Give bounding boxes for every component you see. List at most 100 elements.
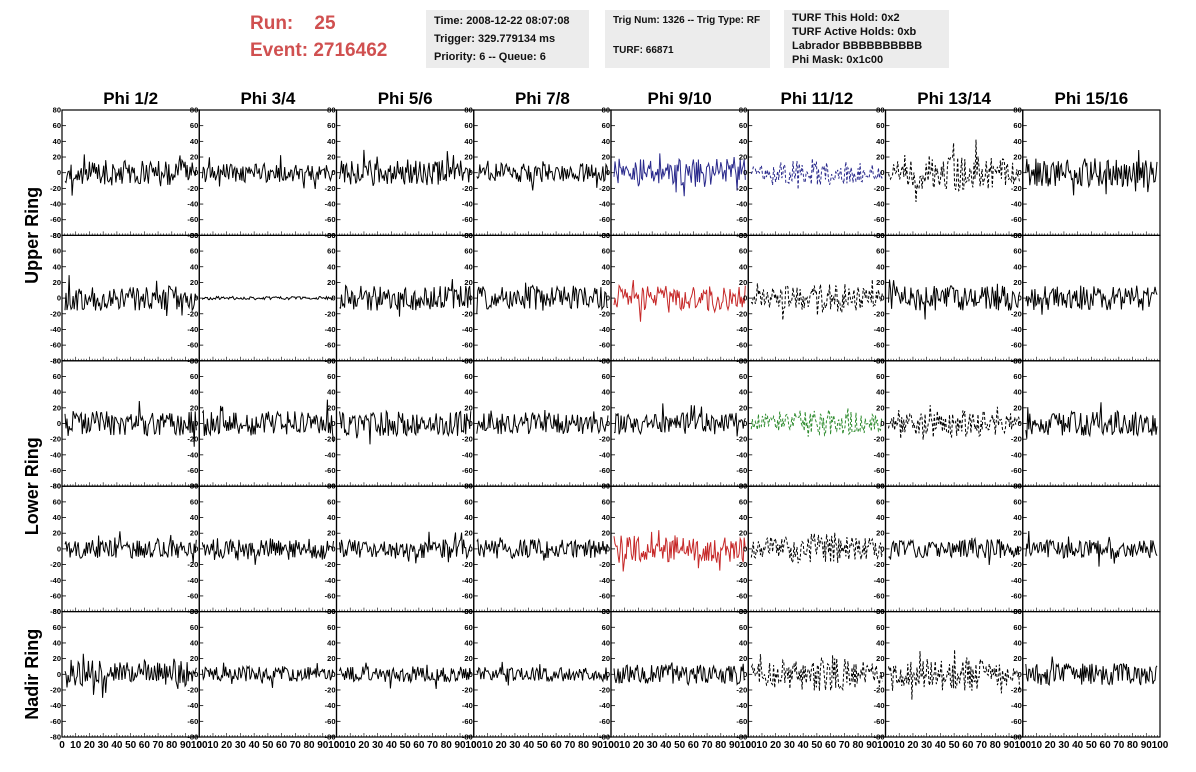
x-tick-label: 60 <box>139 740 151 751</box>
y-tick-label: 20 <box>190 529 198 538</box>
y-tick-label: 40 <box>327 638 335 647</box>
y-tick-label: -40 <box>50 200 61 209</box>
y-tick-label: 20 <box>739 529 747 538</box>
y-tick-label: 40 <box>53 638 61 647</box>
x-tick-label: 20 <box>221 740 233 751</box>
y-tick-label: 60 <box>1013 372 1021 381</box>
x-tick-label: 0 <box>608 740 614 751</box>
y-tick-label: -60 <box>50 215 61 224</box>
y-tick-label: 40 <box>602 638 610 647</box>
y-tick-label: 80 <box>739 231 747 240</box>
y-tick-label: -20 <box>874 309 885 318</box>
panel-frame <box>335 610 475 738</box>
x-tick-label: 40 <box>523 740 535 751</box>
y-tick-label: 0 <box>880 419 884 428</box>
waveform-trace <box>750 654 883 692</box>
y-tick-label: 80 <box>327 106 335 115</box>
waveform-trace <box>64 653 197 698</box>
y-tick-label: 0 <box>331 544 335 553</box>
y-tick-label: 0 <box>331 168 335 177</box>
y-tick-label: 20 <box>464 153 472 162</box>
column-title: Phi 5/6 <box>378 89 433 108</box>
y-tick-label: 80 <box>1013 482 1021 491</box>
y-tick-label: 0 <box>194 294 198 303</box>
y-tick-label: 80 <box>876 356 884 365</box>
y-tick-label: -60 <box>187 591 198 600</box>
y-tick-label: 20 <box>1013 403 1021 412</box>
x-tick-label: 50 <box>1086 740 1098 751</box>
y-tick-label: -40 <box>736 576 747 585</box>
x-tick-label: 30 <box>784 740 796 751</box>
y-tick-label: -60 <box>462 341 473 350</box>
y-tick-label: 40 <box>876 262 884 271</box>
y-tick-label: -20 <box>325 685 336 694</box>
x-tick-label: 50 <box>949 740 961 751</box>
waveform-trace <box>613 153 746 197</box>
trigger-text: Trigger: 329.779134 ms <box>434 33 556 45</box>
y-tick-label: -40 <box>599 325 610 334</box>
y-tick-label: -20 <box>1011 309 1022 318</box>
x-tick-label: 30 <box>1058 740 1070 751</box>
y-tick-label: 40 <box>464 513 472 522</box>
waveform-trace <box>339 662 472 689</box>
x-tick-label: 50 <box>125 740 137 751</box>
y-tick-label: -60 <box>599 591 610 600</box>
x-tick-label: 70 <box>153 740 165 751</box>
column-title: Phi 13/14 <box>917 89 991 108</box>
y-tick-label: -60 <box>187 341 198 350</box>
x-tick-label: 30 <box>235 740 247 751</box>
y-tick-label: -60 <box>874 591 885 600</box>
waveform-trace <box>1025 285 1158 315</box>
y-tick-label: 20 <box>876 529 884 538</box>
waveform-trace <box>201 399 334 443</box>
x-tick-label: 0 <box>196 740 202 751</box>
y-tick-label: -40 <box>325 325 336 334</box>
y-tick-label: 0 <box>880 544 884 553</box>
x-tick-label: 90 <box>592 740 604 751</box>
y-tick-label: 60 <box>190 497 198 506</box>
x-tick-label: 10 <box>207 740 219 751</box>
y-tick-label: 0 <box>1018 670 1022 679</box>
run-value: 25 <box>314 13 336 34</box>
waveform-trace <box>64 400 197 447</box>
y-tick-label: 40 <box>1013 513 1021 522</box>
y-tick-label: -60 <box>599 466 610 475</box>
y-tick-label: 80 <box>739 106 747 115</box>
y-tick-label: 80 <box>876 607 884 616</box>
x-tick-label: 40 <box>798 740 810 751</box>
x-tick-label: 30 <box>372 740 384 751</box>
y-tick-label: 80 <box>190 231 198 240</box>
y-tick-label: 20 <box>876 403 884 412</box>
x-tick-label: 80 <box>1127 740 1139 751</box>
y-tick-label: 20 <box>1013 278 1021 287</box>
x-tick-label: 10 <box>756 740 768 751</box>
x-tick-label: 50 <box>537 740 549 751</box>
x-tick-label: 0 <box>334 740 340 751</box>
y-tick-label: 20 <box>190 403 198 412</box>
x-tick-label: 100 <box>191 740 208 751</box>
y-tick-label: 20 <box>53 278 61 287</box>
y-tick-label: 60 <box>739 247 747 256</box>
y-tick-label: 80 <box>190 482 198 491</box>
y-tick-label: -40 <box>1011 200 1022 209</box>
y-tick-label: -20 <box>1011 560 1022 569</box>
ring-label: Nadir Ring <box>22 629 42 720</box>
x-tick-label: 100 <box>1152 740 1169 751</box>
waveform-trace <box>1025 402 1158 439</box>
y-tick-label: 20 <box>602 403 610 412</box>
y-tick-label: 80 <box>464 231 472 240</box>
x-tick-label: 80 <box>852 740 864 751</box>
y-tick-label: 60 <box>190 121 198 130</box>
event-row: Event: 2716462 <box>250 37 387 64</box>
y-tick-label: -60 <box>50 466 61 475</box>
y-tick-label: -40 <box>736 200 747 209</box>
y-tick-label: -20 <box>187 685 198 694</box>
panel-frame <box>61 234 200 362</box>
y-tick-label: 40 <box>464 388 472 397</box>
column-title: Phi 9/10 <box>647 89 711 108</box>
waveform-trace <box>750 408 883 437</box>
x-tick-label: 10 <box>70 740 82 751</box>
y-tick-label: -60 <box>50 341 61 350</box>
y-tick-label: 40 <box>1013 388 1021 397</box>
x-tick-label: 80 <box>578 740 590 751</box>
